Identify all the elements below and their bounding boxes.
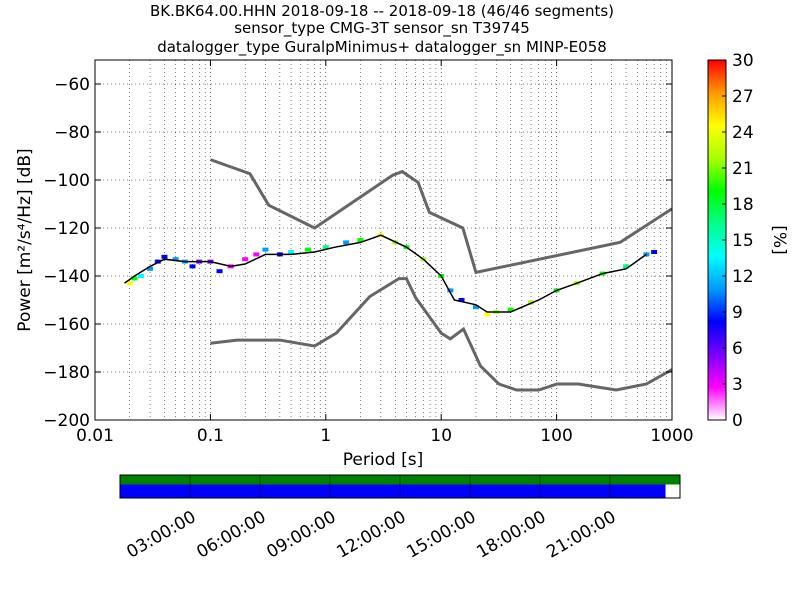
x-tick-label: 1 — [320, 426, 331, 446]
heatmap-cell — [131, 276, 138, 281]
grid-lines — [94, 60, 672, 421]
colorbar-tick-label: 6 — [732, 339, 743, 359]
x-axis-label: Period [s] — [343, 450, 424, 470]
colorbar-tick-label: 27 — [732, 87, 754, 107]
timeline-tick-label: 18:00:00 — [473, 507, 549, 563]
colorbar-tick-label: 9 — [732, 303, 743, 323]
noise-model-low-line — [210, 277, 673, 392]
colorbar-tick-label: 15 — [732, 231, 754, 251]
heatmap-cell — [154, 259, 161, 264]
noise-model-high-line — [209, 158, 673, 275]
y-tick-label: −200 — [43, 411, 90, 431]
y-tick-label: −120 — [43, 219, 90, 239]
plot-frame — [94, 59, 673, 421]
median-polyline — [124, 234, 647, 313]
heatmap-cell — [507, 307, 514, 312]
heatmap-cell — [216, 269, 223, 274]
heatmap-cell — [623, 264, 630, 269]
heatmap-cell — [172, 257, 179, 262]
heatmap-cell — [304, 247, 311, 252]
x-tick-label: 0.1 — [197, 426, 224, 446]
heatmap-cell — [322, 245, 329, 250]
timeline-tick-label: 09:00:00 — [263, 507, 339, 563]
heatmap-cell — [343, 240, 350, 245]
x-tick-label: 1000 — [650, 426, 693, 446]
y-tick-label: −60 — [54, 75, 90, 95]
y-tick-label: −80 — [54, 123, 90, 143]
y-tick-label: −100 — [43, 171, 90, 191]
timeline: 03:00:0006:00:0009:00:0012:00:0015:00:00… — [119, 474, 681, 563]
x-tick-label: 10 — [430, 426, 452, 446]
colorbar-tick-label: 21 — [732, 159, 754, 179]
plot-background — [95, 60, 672, 420]
heatmap-cell — [253, 252, 260, 257]
colorbar-tick-label: 24 — [732, 123, 754, 143]
noise-models — [209, 158, 673, 392]
colorbar-tick-label: 18 — [732, 195, 754, 215]
title-block: BK.BK64.00.HHN 2018-09-18 -- 2018-09-18 … — [150, 2, 614, 57]
heatmap-cell — [262, 247, 269, 252]
colorbar: 0 3 6 9 12 15 18 21 24 27 30 [%] — [707, 51, 789, 431]
colorbar-tick-label: 30 — [732, 51, 754, 71]
y-tick-label: −140 — [43, 267, 90, 287]
heatmap-cell — [137, 274, 144, 278]
colorbar-tick-label: 12 — [732, 267, 754, 287]
title-line-3: datalogger_type GuralpMinimus+ datalogge… — [157, 38, 607, 57]
x-tick-label: 0.01 — [76, 426, 114, 446]
heatmap-cell — [447, 288, 454, 293]
heatmap-cell — [126, 281, 133, 286]
heatmap-cell — [357, 238, 364, 242]
colorbar-tick-label: 0 — [732, 411, 743, 431]
heatmap-cell — [458, 298, 465, 302]
colorbar-ticks: 0 3 6 9 12 15 18 21 24 27 30 — [722, 51, 754, 431]
heatmap-cell — [161, 254, 168, 259]
y-tick-label: −160 — [43, 315, 90, 335]
y-axis-ticks: −60 −80 −100 −120 −140 −160 −180 −200 — [43, 75, 672, 431]
heatmap-cell — [527, 300, 534, 305]
timeline-tick-label: 15:00:00 — [403, 507, 479, 563]
y-axis-label: Power [m²/s⁴/Hz] [dB] — [15, 148, 35, 331]
heatmap-cell — [288, 250, 295, 254]
heatmap-cell — [484, 312, 491, 317]
colorbar-label: [%] — [769, 225, 789, 254]
timeline-tick-label: 21:00:00 — [543, 507, 619, 563]
timeline-tick-label: 03:00:00 — [123, 507, 199, 563]
colorbar-tick-label: 3 — [732, 375, 743, 395]
x-axis-ticks: 0.01 0.1 1 10 100 1000 — [76, 60, 694, 446]
median-line — [124, 234, 647, 313]
heatmap-cell — [189, 264, 196, 269]
timeline-tick-label: 12:00:00 — [333, 507, 409, 563]
heatmap-cell — [472, 305, 479, 310]
plot-area: 0.01 0.1 1 10 100 1000 −60 −80 −100 −120 −140 −160… — [43, 59, 694, 446]
heatmap-cell — [651, 250, 658, 254]
coverage-bar — [120, 484, 666, 498]
y-tick-label: −180 — [43, 363, 90, 383]
title-line-1: BK.BK64.00.HHN 2018-09-18 -- 2018-09-18 … — [150, 2, 614, 20]
x-tick-label: 100 — [540, 426, 572, 446]
heatmap-cell — [242, 257, 249, 262]
title-line-2: sensor_type CMG-3T sensor_sn T39745 — [234, 19, 530, 38]
heatmap-cell — [147, 266, 154, 271]
timeline-tick-label: 06:00:00 — [193, 507, 269, 563]
